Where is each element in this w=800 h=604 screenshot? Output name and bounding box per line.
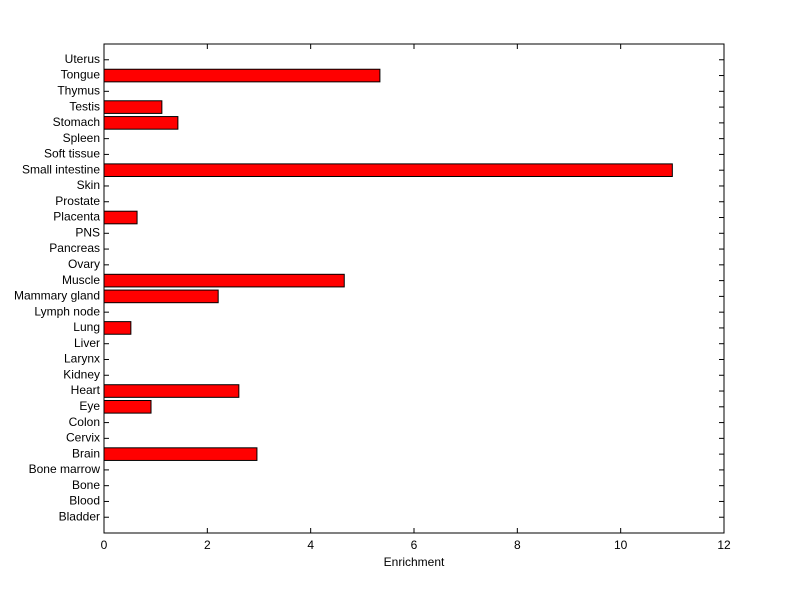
y-tick-label: Brain (72, 446, 100, 460)
y-tick-label: Soft tissue (44, 147, 100, 161)
x-axis-label: Enrichment (384, 555, 445, 569)
bar (103, 68, 381, 83)
bar (103, 289, 219, 304)
bar (103, 273, 345, 288)
y-tick-label: Small intestine (22, 162, 100, 176)
y-tick-label: Lung (73, 320, 100, 334)
bar (103, 163, 673, 178)
y-tick-label: Bladder (59, 509, 100, 523)
y-tick-label: Eye (79, 399, 100, 413)
x-tick-label: 6 (411, 538, 418, 552)
bar (103, 384, 240, 398)
y-tick-label: Liver (74, 336, 100, 350)
x-tick-label: 0 (101, 538, 108, 552)
y-tick-label: Bone marrow (29, 462, 101, 476)
x-tick-label: 12 (717, 538, 731, 552)
y-tick-label: Lymph node (34, 304, 100, 318)
y-tick-label: Heart (71, 383, 101, 397)
y-tick-label: Prostate (55, 194, 100, 208)
y-tick-label: Spleen (63, 131, 100, 145)
y-tick-label: Testis (69, 99, 100, 113)
bar (103, 321, 132, 335)
y-tick-label: PNS (75, 225, 100, 239)
bar (103, 116, 179, 130)
x-tick-label: 4 (307, 538, 314, 552)
x-tick-label: 8 (514, 538, 521, 552)
y-tick-label: Cervix (66, 431, 100, 445)
y-tick-label: Pancreas (49, 241, 100, 255)
bar (103, 447, 258, 461)
y-tick-label: Skin (77, 178, 100, 192)
y-tick-label: Thymus (57, 83, 100, 97)
y-tick-label: Stomach (53, 115, 100, 129)
y-tick-label: Bone (72, 478, 100, 492)
x-tick-label: 2 (204, 538, 211, 552)
y-tick-label: Placenta (53, 210, 100, 224)
y-tick-label: Ovary (68, 257, 100, 271)
x-tick-label: 10 (614, 538, 628, 552)
bar (103, 210, 138, 225)
y-tick-label: Kidney (63, 367, 100, 381)
y-tick-label: Colon (69, 415, 100, 429)
y-tick-label: Mammary gland (14, 289, 100, 303)
y-tick-label: Larynx (64, 352, 100, 366)
y-tick-label: Tongue (61, 68, 101, 82)
y-tick-label: Muscle (62, 273, 100, 287)
y-tick-label: Blood (69, 494, 100, 508)
bar (103, 399, 152, 414)
y-tick-label: Uterus (65, 52, 100, 66)
bar (103, 100, 163, 114)
